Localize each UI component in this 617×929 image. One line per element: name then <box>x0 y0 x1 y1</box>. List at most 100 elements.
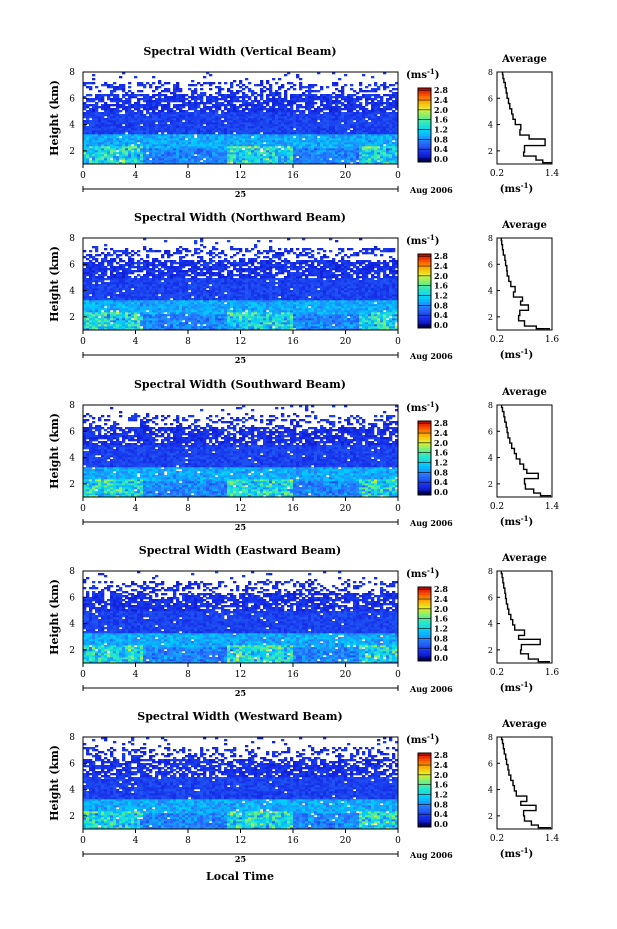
heatmap-cell <box>101 152 105 155</box>
heatmap-cell <box>188 150 192 153</box>
heatmap-cell <box>284 160 288 163</box>
heatmap-cell <box>266 128 270 131</box>
heatmap-cell <box>392 132 396 135</box>
heatmap-cell <box>362 120 366 123</box>
heatmap-cell <box>188 312 192 315</box>
heatmap-cell <box>179 148 183 151</box>
heatmap-cell <box>206 162 210 165</box>
heatmap-cell <box>314 316 318 319</box>
heatmap-cell <box>350 116 354 119</box>
heatmap-cell <box>380 314 384 317</box>
heatmap-cell <box>212 158 216 161</box>
colorbar-segment <box>418 90 431 94</box>
heatmap-cell <box>140 120 144 123</box>
heatmap-cell <box>281 328 285 331</box>
heatmap-cell <box>125 128 129 131</box>
heatmap-cell <box>227 148 231 151</box>
heatmap-cell <box>386 140 390 143</box>
heatmap-cell <box>257 152 261 155</box>
heatmap-cell <box>203 126 207 129</box>
heatmap-cell <box>281 306 285 309</box>
heatmap-cell <box>164 158 168 161</box>
heatmap-cell <box>167 130 171 133</box>
heatmap-cell <box>380 116 384 119</box>
heatmap-cell <box>161 310 165 313</box>
heatmap-cell <box>356 122 360 125</box>
heatmap-cell <box>218 150 222 153</box>
heatmap-cell <box>107 132 111 135</box>
heatmap-cell <box>380 144 384 147</box>
heatmap-cell <box>164 104 168 107</box>
heatmap-cell <box>314 110 318 113</box>
heatmap-cell <box>323 328 327 331</box>
heatmap-cell <box>113 328 117 331</box>
heatmap-cell <box>203 156 207 159</box>
heatmap-cell <box>395 144 399 147</box>
heatmap-cell <box>224 132 228 135</box>
heatmap-cell <box>113 152 117 155</box>
heatmap-cell <box>194 150 198 153</box>
heatmap-cell <box>356 146 360 149</box>
heatmap-cell <box>170 146 174 149</box>
heatmap-cell <box>242 326 246 329</box>
heatmap-cell <box>113 142 117 145</box>
heatmap-cell <box>116 102 120 105</box>
heatmap-cell <box>107 152 111 155</box>
heatmap-cell <box>158 100 162 103</box>
heatmap-cell <box>170 138 174 141</box>
heatmap-cell <box>347 312 351 315</box>
heatmap-cell <box>170 306 174 309</box>
heatmap-cell <box>254 326 258 329</box>
heatmap-cell <box>251 90 255 93</box>
heatmap-cell <box>371 124 375 127</box>
colorbar-segment <box>418 125 431 128</box>
heatmap-cell <box>110 138 114 141</box>
heatmap-cell <box>167 134 171 137</box>
heatmap-cell <box>242 322 246 325</box>
heatmap-cell <box>206 152 210 155</box>
heatmap-cell <box>185 322 189 325</box>
heatmap-cell <box>236 108 240 111</box>
heatmap-cell <box>215 310 219 313</box>
heatmap-cell <box>257 144 261 147</box>
heatmap-cell <box>377 120 381 123</box>
heatmap-cell <box>362 322 366 325</box>
heatmap-cell <box>221 140 225 143</box>
heatmap-cell <box>308 90 312 93</box>
heatmap-cell <box>383 86 387 89</box>
heatmap-cell <box>335 158 339 161</box>
heatmap-cell <box>218 156 222 159</box>
heatmap-cell <box>107 124 111 127</box>
heatmap-cell <box>134 140 138 143</box>
heatmap-cell <box>248 120 252 123</box>
heatmap-cell <box>239 324 243 327</box>
heatmap-cell <box>194 96 198 99</box>
heatmap-cell <box>317 110 321 113</box>
heatmap-cell <box>104 112 108 115</box>
heatmap-cell <box>338 158 342 161</box>
heatmap-cell <box>308 116 312 119</box>
heatmap-cell <box>209 312 213 315</box>
heatmap-cell <box>239 308 243 311</box>
heatmap-cell <box>143 144 147 147</box>
heatmap-cell <box>86 152 90 155</box>
heatmap-cell <box>341 306 345 309</box>
heatmap-cell <box>392 150 396 153</box>
heatmap-cell <box>308 120 312 123</box>
heatmap-cell <box>359 116 363 119</box>
heatmap-cell <box>353 322 357 325</box>
heatmap-cell <box>182 158 186 161</box>
heatmap-cell <box>140 328 144 331</box>
heatmap-cell <box>185 118 189 121</box>
heatmap-cell <box>209 314 213 317</box>
heatmap-cell <box>365 162 369 165</box>
heatmap-cell <box>128 90 132 93</box>
heatmap-cell <box>173 122 177 125</box>
heatmap-cell <box>296 162 300 165</box>
heatmap-cell <box>278 128 282 131</box>
heatmap-cell <box>116 114 120 117</box>
heatmap-cell <box>206 138 210 141</box>
heatmap-cell <box>359 142 363 145</box>
heatmap-cell <box>389 106 393 109</box>
heatmap-cell <box>206 150 210 153</box>
